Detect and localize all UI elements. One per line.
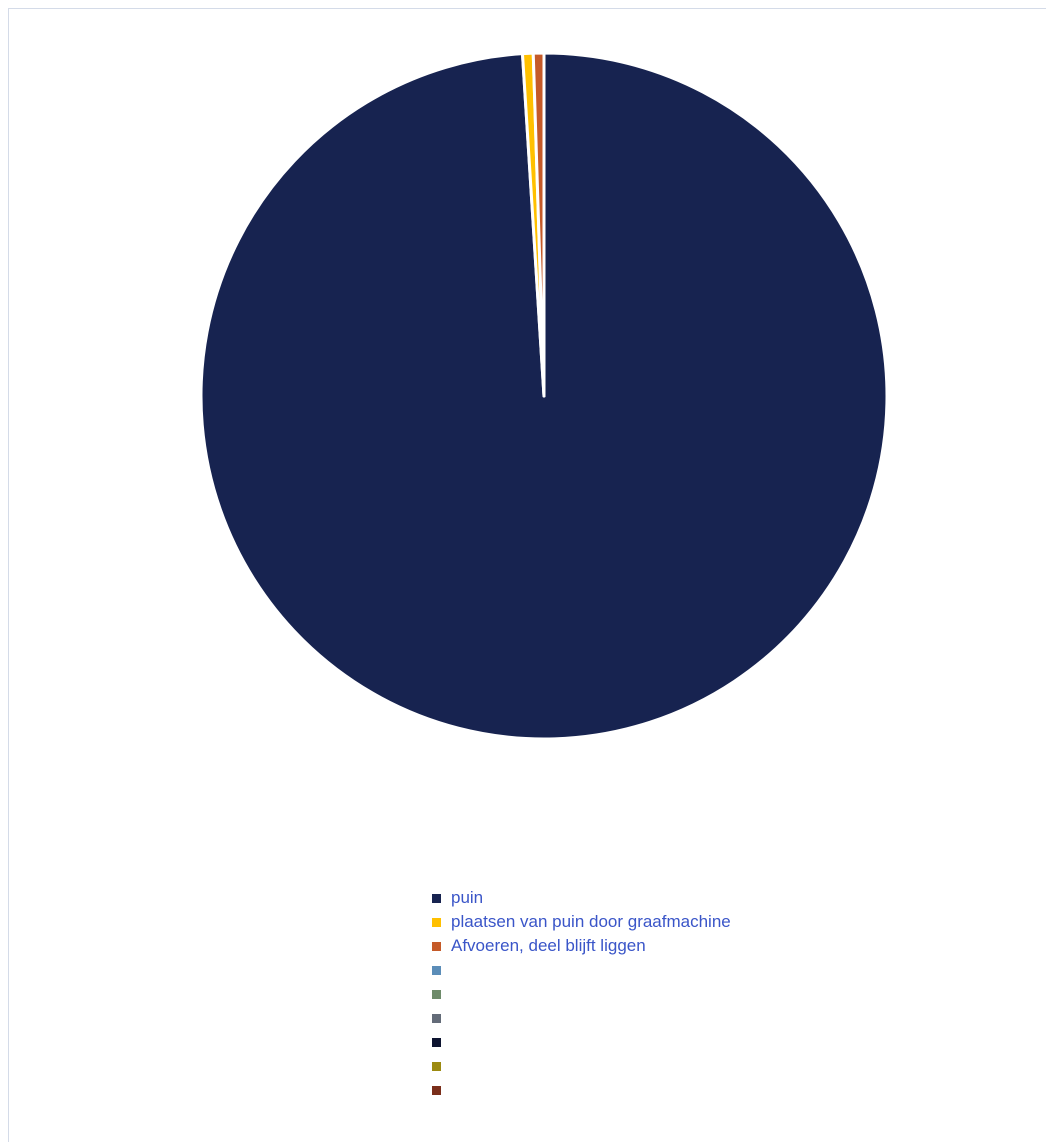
legend-item — [432, 982, 852, 1006]
legend-swatch — [432, 965, 441, 975]
legend-swatch — [432, 1013, 441, 1023]
legend-item — [432, 1006, 852, 1030]
legend-swatch — [432, 989, 441, 999]
legend-label: plaatsen van puin door graafmachine — [451, 912, 731, 931]
legend-item: puin — [432, 886, 852, 910]
pie-slices — [199, 51, 889, 741]
legend-swatch — [432, 1037, 441, 1047]
chart-frame — [8, 8, 1046, 1142]
legend-swatch — [432, 893, 441, 903]
legend-swatch — [432, 1085, 441, 1095]
pie-slice-2[interactable] — [531, 51, 546, 398]
legend-label: Afvoeren, deel blijft liggen — [451, 936, 646, 955]
legend-item — [432, 1078, 852, 1102]
legend-swatch — [432, 1061, 441, 1071]
legend-item — [432, 958, 852, 982]
legend-item — [432, 1030, 852, 1054]
legend-swatch — [432, 941, 441, 951]
legend-item — [432, 1054, 852, 1078]
legend-label: puin — [451, 888, 484, 907]
legend: puin plaatsen van puin door graafmachine A… — [432, 886, 852, 1102]
legend-item: plaatsen van puin door graafmachine — [432, 910, 852, 934]
legend-item: Afvoeren, deel blijft liggen — [432, 934, 852, 958]
legend-swatch — [432, 917, 441, 927]
